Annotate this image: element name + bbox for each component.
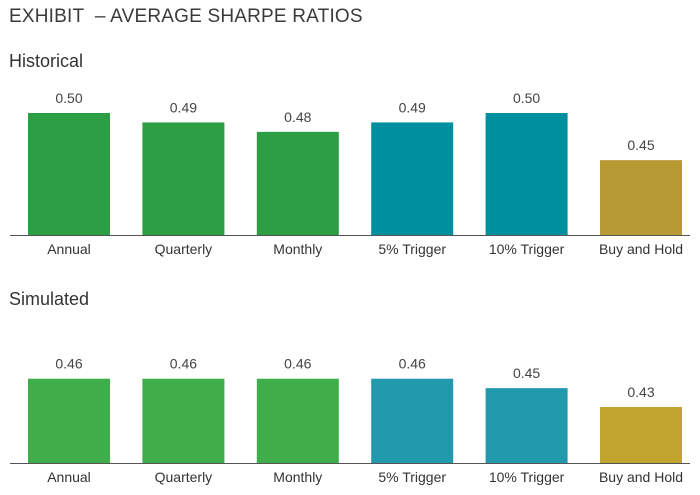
simulated-value-label: 0.46	[399, 356, 426, 372]
simulated-category-label: Buy and Hold	[599, 469, 683, 485]
historical-chart: 0.50 Annual 0.49 Quarterly 0.48 Monthly 0.49 5%…	[10, 90, 690, 257]
simulated-category-label: 5% Trigger	[378, 469, 446, 485]
simulated-category-label: Annual	[47, 469, 91, 485]
historical-bar	[600, 160, 682, 235]
simulated-bar	[600, 407, 682, 463]
historical-bar	[256, 131, 339, 235]
simulated-value-label: 0.45	[513, 365, 540, 381]
simulated-value-label: 0.46	[284, 356, 311, 372]
historical-category-label: 5% Trigger	[378, 241, 446, 257]
historical-category-label: Monthly	[273, 241, 322, 257]
simulated-bar	[256, 378, 339, 463]
historical-category-label: 10% Trigger	[489, 241, 565, 257]
historical-value-label: 0.49	[399, 99, 426, 115]
simulated-bar	[485, 388, 568, 463]
historical-panel-title: Historical	[9, 51, 84, 71]
historical-value-label: 0.48	[284, 109, 311, 125]
historical-bar	[142, 122, 225, 235]
simulated-category-label: Quarterly	[155, 469, 213, 485]
historical-bar	[371, 122, 454, 235]
simulated-bar	[371, 378, 454, 463]
exhibit-title: EXHIBIT – AVERAGE SHARPE RATIOS	[9, 6, 363, 27]
historical-bar	[485, 113, 568, 235]
simulated-bar	[28, 378, 110, 463]
simulated-value-label: 0.43	[627, 384, 654, 400]
historical-value-label: 0.45	[627, 137, 654, 153]
simulated-panel-title: Simulated	[9, 289, 90, 309]
simulated-value-label: 0.46	[55, 356, 82, 372]
historical-category-label: Annual	[47, 241, 91, 257]
simulated-category-label: 10% Trigger	[489, 469, 565, 485]
simulated-bar	[142, 378, 225, 463]
historical-bar	[28, 113, 110, 235]
historical-value-label: 0.50	[55, 90, 82, 106]
simulated-category-label: Monthly	[273, 469, 322, 485]
historical-value-label: 0.49	[170, 99, 197, 115]
historical-category-label: Quarterly	[155, 241, 213, 257]
simulated-chart: 0.46 Annual 0.46 Quarterly 0.46 Monthly 0.46 5%…	[10, 356, 690, 485]
historical-value-label: 0.50	[513, 90, 540, 106]
simulated-value-label: 0.46	[170, 356, 197, 372]
historical-category-label: Buy and Hold	[599, 241, 683, 257]
